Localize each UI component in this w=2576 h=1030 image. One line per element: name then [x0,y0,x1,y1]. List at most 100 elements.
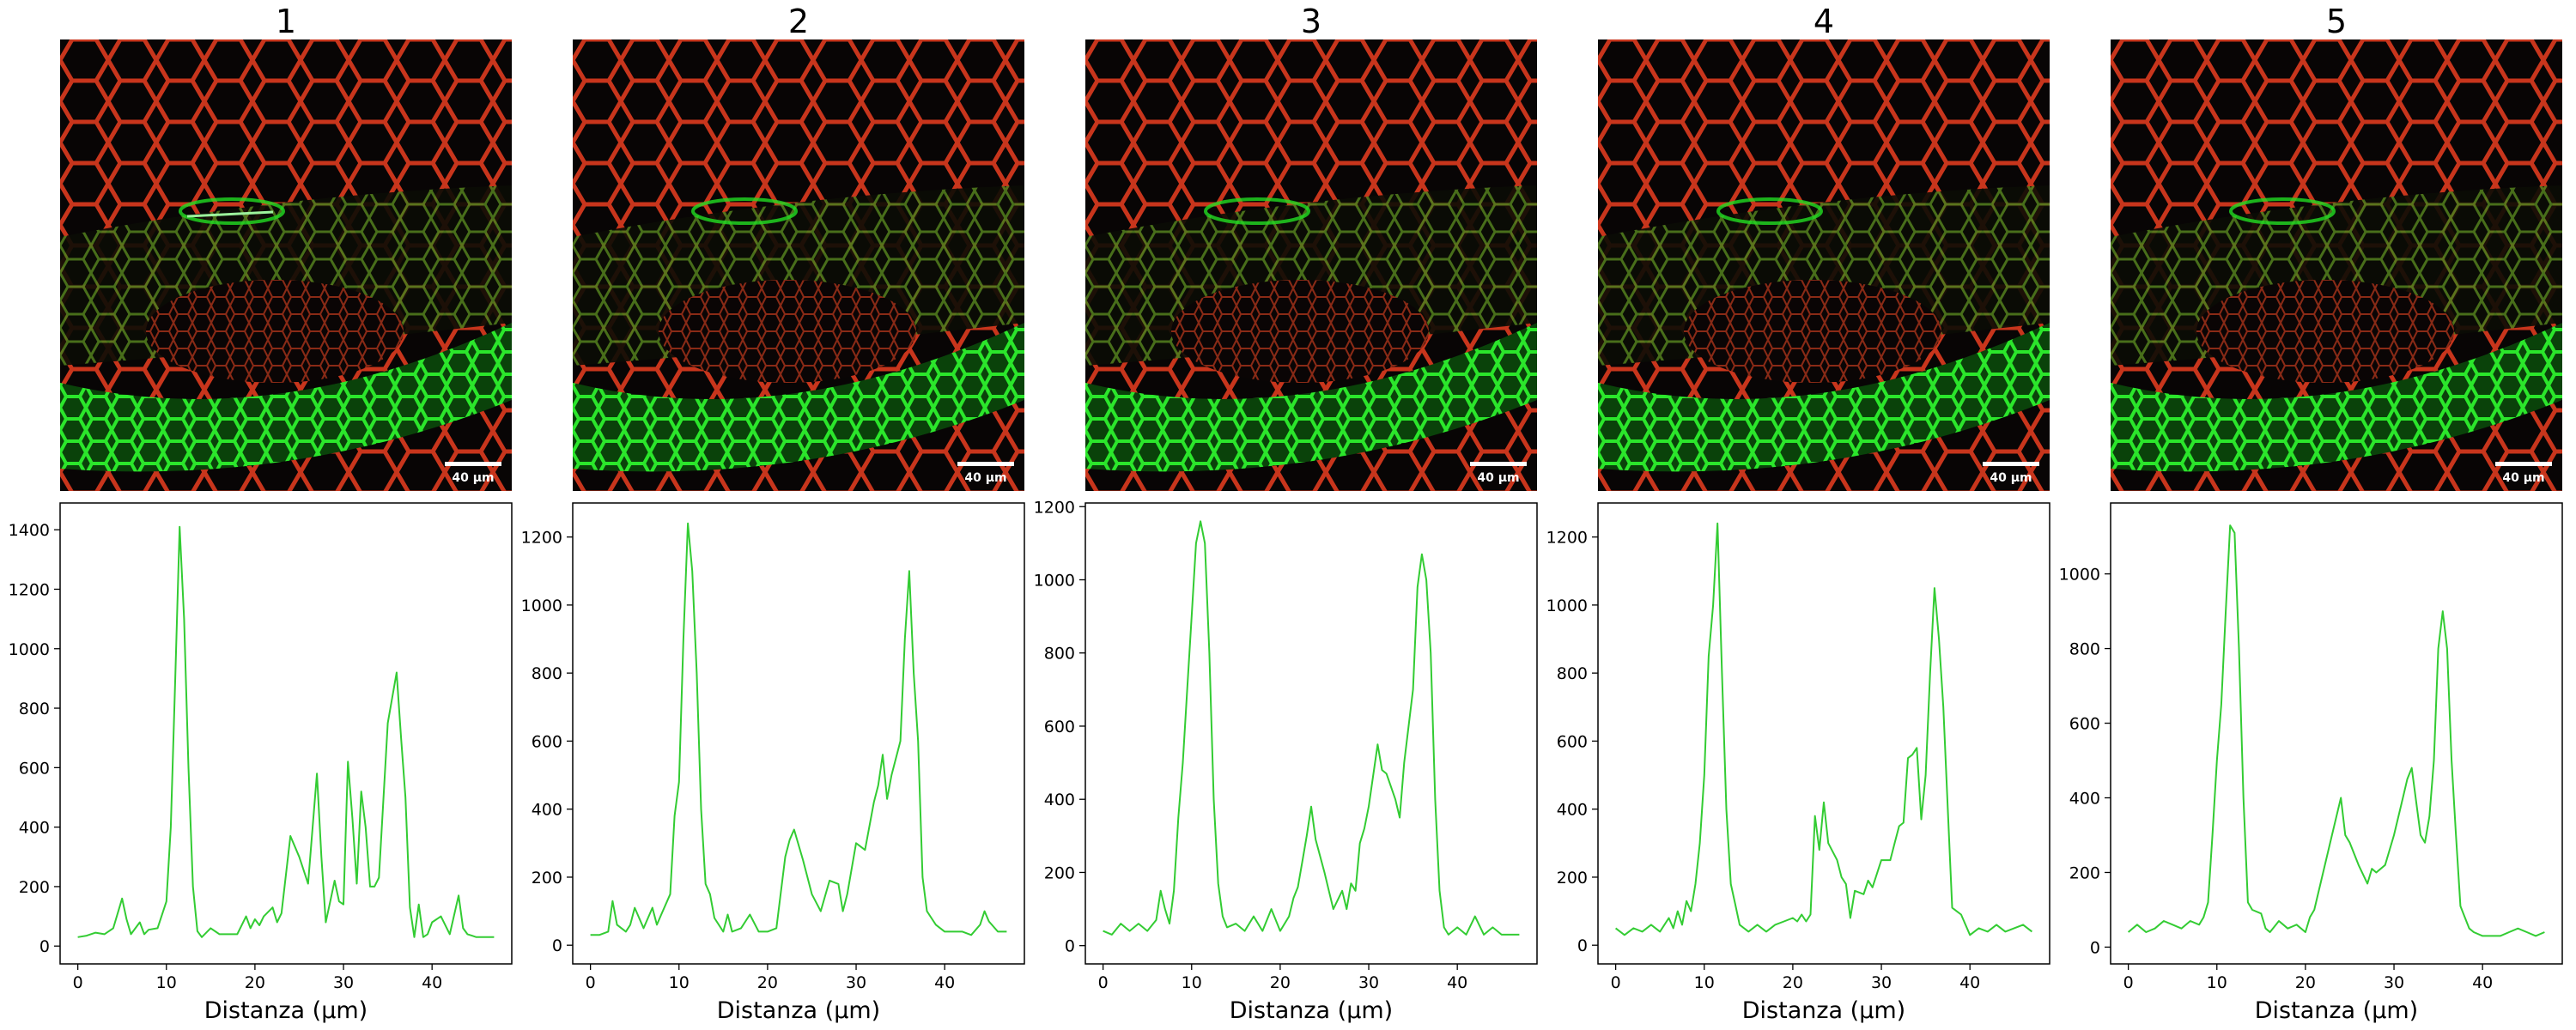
y-tick-label: 1400 [9,521,50,540]
x-tick-label: 0 [1098,973,1109,992]
y-tick-label: 400 [2069,790,2100,809]
x-tick-label: 40 [422,973,442,992]
x-axis-label: Distanza (µm) [204,997,368,1024]
y-tick-label: 1200 [1546,529,1588,548]
x-tick-label: 0 [2123,973,2134,992]
y-tick-label: 1000 [1034,572,1075,591]
x-tick-label: 0 [73,973,83,992]
micrograph-image: 40 µm [60,39,512,491]
y-tick-label: 600 [1557,732,1588,751]
plot-frame [2110,502,2563,965]
y-tick-label: 600 [1044,718,1075,736]
x-tick-label: 40 [2472,973,2493,992]
green-glow [1085,323,1537,472]
y-tick-label: 1200 [1034,498,1075,517]
x-tick-label: 0 [1611,973,1621,992]
highlighted-cells [1716,197,1823,225]
x-tick-label: 20 [1270,973,1291,992]
plot-frame [1084,502,1538,965]
y-tick-label: 0 [2090,938,2100,957]
scalebar-label: 40 µm [964,471,1006,485]
dark-tissue-region [659,280,916,383]
y-tick-label: 400 [19,819,50,838]
y-tick-label: 800 [19,700,50,718]
scalebar [2495,462,2552,466]
panel-4: 440 µm0 10 20 30 40020040060080010001200Dist… [1546,3,2050,1024]
scalebar [1470,462,1527,466]
y-tick-label: 1000 [2059,566,2100,585]
x-tick-label: 10 [1694,973,1715,992]
x-tick-label: 30 [1871,973,1892,992]
green-tissue-band [573,323,1024,472]
series-line [2127,524,2545,937]
plot-frame [572,502,1025,965]
panel-1: 140 µm0 10 20 30 400200400600800100012001400… [9,3,513,1024]
y-tick-label: 800 [2069,640,2100,659]
micrograph-image: 40 µm [573,39,1024,491]
x-tick-label: 30 [846,973,866,992]
y-tick-label: 800 [532,664,562,683]
y-tick-label: 200 [2069,863,2100,882]
x-tick-label: 30 [1358,973,1379,992]
y-tick-label: 1200 [9,580,50,599]
panel-3: 340 µm0 10 20 30 40020040060080010001200Dist… [1034,3,1538,1024]
panel-title: 3 [1301,3,1321,40]
panel-title: 2 [788,3,809,40]
panels: 140 µm0 10 20 30 400200400600800100012001400… [9,3,2563,1024]
line-chart: 0 10 20 30 400200400600800100012001400Distan… [9,502,513,1024]
dark-tissue-region [1684,280,1941,383]
green-tissue-band [60,323,512,472]
y-tick-label: 400 [532,801,562,820]
series-line [1614,522,2033,936]
y-tick-label: 200 [532,869,562,888]
green-glow [60,323,512,472]
highlighted-cells [1204,197,1310,225]
y-tick-label: 200 [1044,863,1075,882]
y-tick-label: 600 [2069,715,2100,734]
green-tissue-band [1598,323,2050,472]
scalebar-label: 40 µm [2502,471,2544,485]
x-axis-label: Distanza (µm) [717,997,880,1024]
y-tick-label: 200 [1557,869,1588,888]
y-tick-label: 800 [1557,664,1588,683]
green-tissue-band [1085,323,1537,472]
x-tick-label: 40 [1447,973,1467,992]
x-tick-label: 40 [1959,973,1980,992]
y-tick-label: 1000 [521,597,562,615]
dark-tissue-region [2196,280,2454,383]
micrograph-image: 40 µm [1598,39,2050,491]
y-tick-label: 0 [552,936,562,955]
series-line [590,522,1007,936]
plot-frame [59,502,513,965]
micrograph-image: 40 µm [1085,39,1537,491]
scalebar-label: 40 µm [1477,471,1519,485]
x-axis-label: Distanza (µm) [1230,997,1393,1024]
scalebar [445,462,501,466]
green-glow [1598,323,2050,472]
y-tick-label: 800 [1044,645,1075,663]
panel-title: 4 [1814,3,1834,40]
y-tick-label: 400 [1557,801,1588,820]
x-tick-label: 10 [1182,973,1202,992]
x-tick-label: 20 [2295,973,2316,992]
scalebar-label: 40 µm [452,471,494,485]
green-glow [2111,323,2562,472]
series-line [77,525,495,938]
y-tick-label: 1000 [9,640,50,659]
x-tick-label: 10 [2207,973,2227,992]
x-axis-label: Distanza (µm) [2255,997,2418,1024]
x-tick-label: 20 [757,973,778,992]
y-tick-label: 200 [19,878,50,897]
highlighted-cells [691,197,798,225]
dark-tissue-region [1171,280,1429,383]
scalebar [1983,462,2039,466]
x-tick-label: 20 [1783,973,1803,992]
panel-5: 540 µm0 10 20 30 4002004006008001000Distanza… [2059,3,2563,1024]
dark-tissue-region [146,280,404,383]
y-tick-label: 1200 [521,529,562,548]
